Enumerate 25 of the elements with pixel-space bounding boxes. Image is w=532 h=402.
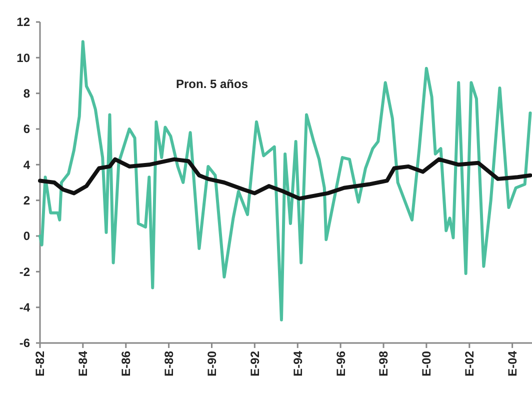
line-series: [38, 157, 532, 201]
x-tick-label: E-86: [119, 350, 134, 376]
y-tick-label: 8: [23, 86, 30, 101]
x-tick-label: E-02: [462, 350, 477, 376]
x-tick-label: E-84: [76, 350, 90, 376]
y-tick-label: -6: [19, 336, 30, 350]
x-tick-label: E-90: [204, 350, 219, 376]
y-tick-label: -2: [19, 264, 30, 279]
y-tick-label: 12: [16, 15, 30, 30]
x-tick-label: E-98: [376, 350, 391, 376]
x-tick-label: E-82: [33, 350, 48, 376]
y-tick-label: -4: [19, 300, 30, 315]
y-tick-label: 0: [23, 229, 30, 244]
y-tick-label: 4: [23, 158, 30, 172]
y-tick-label: 2: [23, 194, 30, 208]
annotation: Pron. 5 años: [176, 77, 248, 91]
x-tick-label: E-00: [420, 350, 434, 376]
line-series: [38, 40, 532, 322]
x-tick-label: E-88: [162, 350, 176, 376]
x-tick-label: E-94: [290, 350, 305, 376]
x-tick-label: E-04: [506, 350, 520, 376]
x-tick-label: E-96: [334, 350, 348, 376]
x-tick-label: E-92: [248, 350, 262, 376]
y-tick-label: 6: [23, 122, 30, 136]
y-tick-label: 10: [16, 50, 30, 65]
